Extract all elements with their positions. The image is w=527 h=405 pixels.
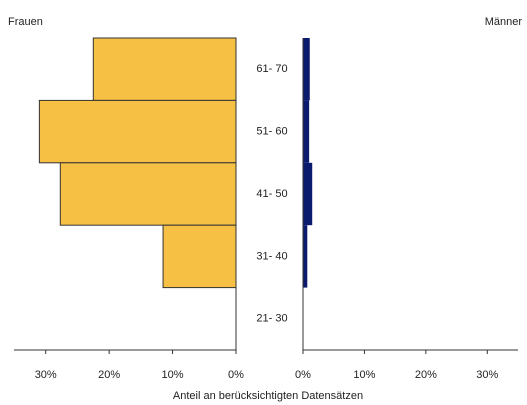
x-tick-label: 20% [415,369,437,381]
category-label: 31- 40 [256,250,287,262]
bar [303,38,310,101]
bar [38,99,237,164]
legend-left: Frauen [8,16,43,28]
x-tick-label: 30% [35,369,57,381]
bar [162,224,237,289]
category-label: 51- 60 [256,126,287,138]
bar [92,37,237,101]
x-tick-label: 20% [98,369,120,381]
bar [303,100,310,163]
x-axis-label: Anteil an berücksichtigten Datensätzen [173,390,363,402]
bar [303,162,313,226]
x-tick-label: 0% [228,369,244,381]
bar [59,162,237,226]
category-label: 61- 70 [256,63,287,75]
x-tick-label: 30% [476,369,498,381]
category-label: 21- 30 [256,313,287,325]
x-tick-label: 10% [353,369,375,381]
legend-right: Männer [485,16,523,28]
x-tick-label: 10% [162,369,184,381]
bar [303,225,308,288]
category-label: 41- 50 [256,188,287,200]
x-tick-label: 0% [295,369,311,381]
